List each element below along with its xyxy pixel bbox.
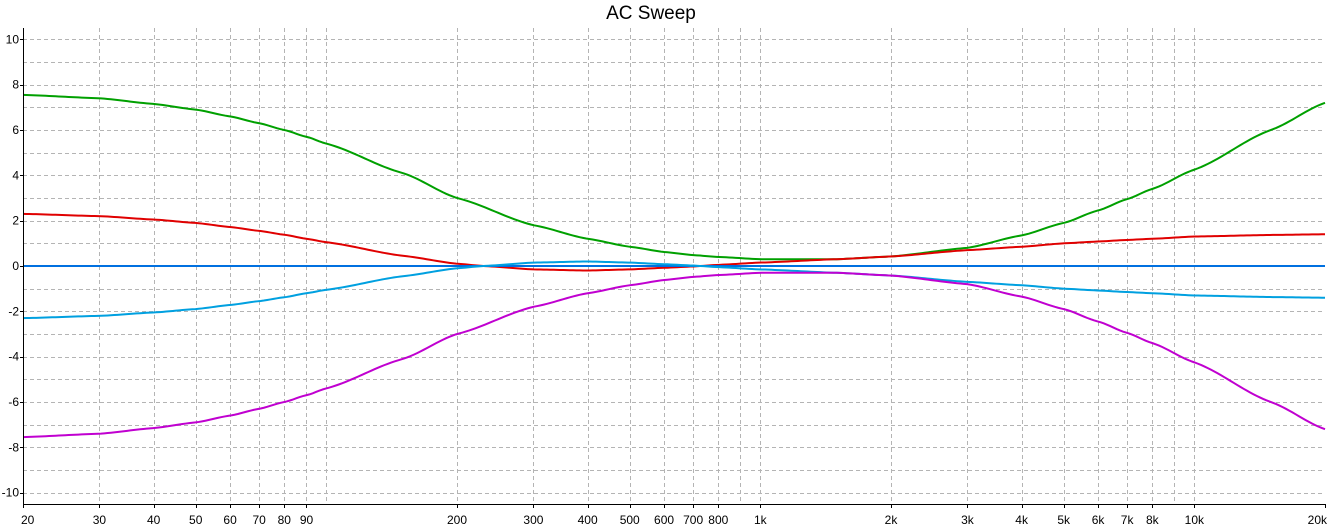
x-tick-label: 40 — [147, 513, 161, 527]
x-tick-label: 30 — [93, 513, 107, 527]
x-tick-label: 20 — [21, 513, 35, 527]
y-tick-label: -8 — [8, 440, 19, 454]
x-tick-label: 50 — [189, 513, 203, 527]
y-tick-label: 0 — [12, 259, 19, 273]
y-tick-label: 6 — [12, 123, 19, 137]
x-tick-label: 400 — [578, 513, 598, 527]
x-tick-label: 700 — [683, 513, 703, 527]
series-line-5 — [22, 271, 1326, 439]
x-tick-label: 90 — [300, 513, 314, 527]
y-tick-label: -10 — [2, 486, 20, 500]
y-tick-label: -6 — [8, 395, 19, 409]
x-tick-label: 2k — [885, 513, 899, 527]
x-tick-label: 4k — [1015, 513, 1029, 527]
y-tick-label: -4 — [8, 350, 19, 364]
y-tick-labels: 10 8 6 4 2 0 -2 -4 -6 -8 -10 — [2, 32, 20, 499]
series-line-4 — [22, 260, 1326, 320]
series-lines — [22, 93, 1326, 439]
x-tick-label: 5k — [1057, 513, 1071, 527]
x-tick-label: 20k — [1308, 513, 1328, 527]
x-tick-label: 10k — [1185, 513, 1205, 527]
x-tick-label: 200 — [447, 513, 467, 527]
x-tick-label: 800 — [708, 513, 728, 527]
x-tick-label: 70 — [252, 513, 266, 527]
x-tick-label: 80 — [278, 513, 292, 527]
y-tick-label: 2 — [12, 214, 19, 228]
x-tick-label: 3k — [961, 513, 975, 527]
y-tick-label: 8 — [12, 78, 19, 92]
x-tick-label: 60 — [223, 513, 237, 527]
x-tick-labels: 20 30 40 50 60 70 80 90 200 300 400 500 600 700 800 1k 2… — [21, 513, 1328, 527]
grid-lines — [23, 28, 1325, 504]
y-tick-label: -2 — [8, 304, 19, 318]
y-tick-label: 4 — [12, 168, 19, 182]
x-tick-label: 500 — [620, 513, 640, 527]
x-tick-label: 300 — [523, 513, 543, 527]
x-tick-label: 8k — [1146, 513, 1160, 527]
x-tick-label: 600 — [654, 513, 674, 527]
series-line-1 — [22, 93, 1326, 261]
y-tick-label: 10 — [6, 32, 20, 46]
chart-title: AC Sweep — [606, 3, 696, 24]
x-tick-label: 6k — [1092, 513, 1106, 527]
axes — [20, 28, 1326, 508]
series-line-2 — [22, 212, 1326, 272]
x-tick-label: 1k — [754, 513, 768, 527]
x-tick-label: 7k — [1121, 513, 1135, 527]
